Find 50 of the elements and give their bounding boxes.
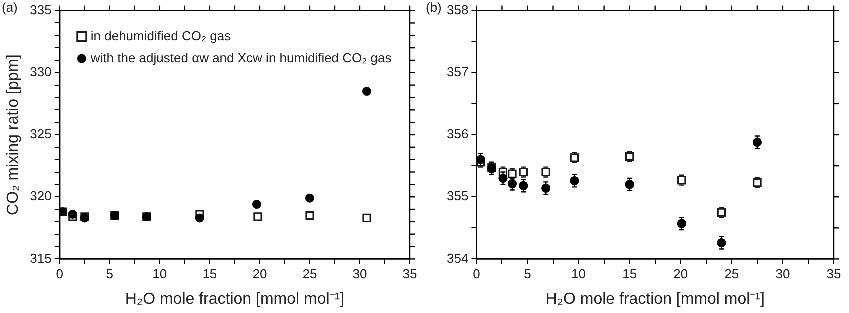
x-tick-label: 10 [152,266,168,282]
y-tick-label: 330 [30,64,52,80]
point [305,194,314,203]
chart-title: (a) [2,0,18,16]
point [625,180,634,190]
x-tick-label: 30 [776,266,790,282]
point [677,219,686,228]
y-tick-label: 335 [30,2,52,18]
point [570,176,580,186]
point [306,211,314,220]
point [362,214,372,222]
legend-label: in dehumidified CO₂ gas [90,28,232,44]
point [252,200,262,210]
x-tick-label: 25 [724,266,740,282]
x-tick-label: 20 [674,266,688,282]
x-tick-label: 0 [56,266,64,282]
y-tick-label: 356 [446,126,469,142]
point [254,212,262,222]
point [752,138,762,147]
x-tick-label: 5 [106,266,114,282]
x-tick-label: 35 [826,266,842,282]
point [508,180,517,189]
y-tick-label: 355 [446,188,469,204]
x-tick-label: 0 [473,266,480,282]
x-tick-label: 15 [622,266,638,282]
x-tick-label: 25 [302,266,318,282]
x-tick-label: 5 [524,266,532,282]
x-tick-label: 35 [402,266,418,282]
y-tick-label: 315 [30,250,52,266]
point [717,238,726,248]
point [195,214,204,223]
x-axis-title: H₂O mole fraction [mmol mol⁻¹] [125,290,345,308]
y-tick-label: 354 [446,250,469,266]
point [519,181,528,190]
point [542,184,551,193]
y-tick-label: 357 [446,64,469,80]
x-axis-title: H₂O mole fraction [mmol mol⁻¹] [546,290,765,308]
chart-title: (b) [426,0,442,16]
x-tick-label: 10 [572,266,586,282]
x-tick-label: 30 [352,266,368,282]
y-axis-title: CO₂ mixing ratio [ppm] [5,54,22,216]
point [362,87,372,96]
x-tick-label: 20 [252,266,268,282]
y-tick-label: 320 [30,188,52,204]
y-tick-label: 358 [446,2,469,18]
point [498,174,508,183]
x-tick-label: 15 [202,266,218,282]
legend-label: with the adjusted αw and Xcw in humidified CO₂ gas [90,50,392,66]
y-tick-label: 325 [30,126,52,142]
point [68,210,78,219]
